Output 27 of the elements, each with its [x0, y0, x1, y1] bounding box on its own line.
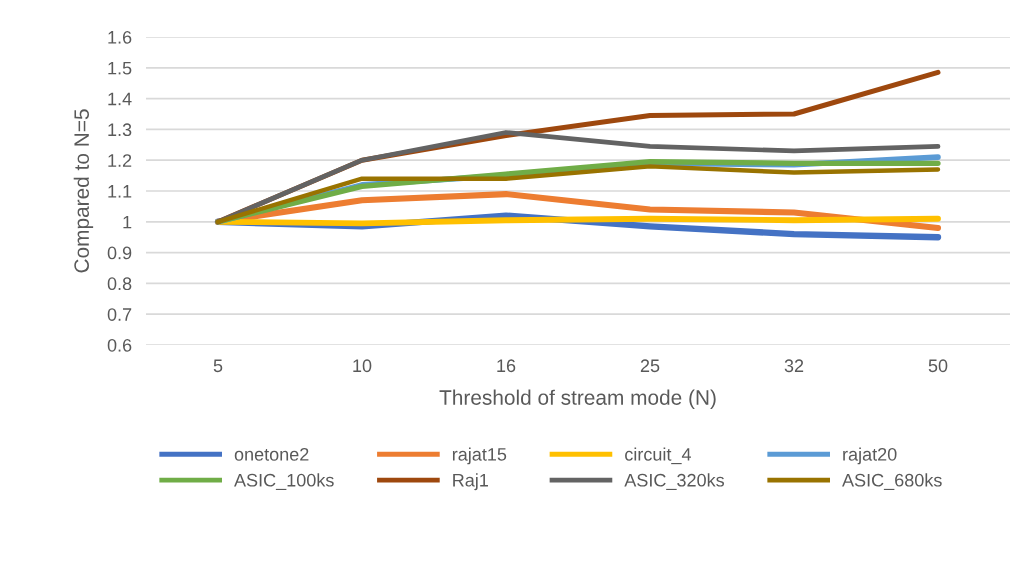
- x-tick-label: 25: [640, 359, 660, 373]
- legend-label: ASIC_320ks: [624, 473, 724, 491]
- x-tick-label: 50: [928, 359, 948, 373]
- x-tick-label: 32: [784, 359, 804, 373]
- legend-label: Raj1: [453, 473, 488, 491]
- y-tick-label: 0.8: [107, 277, 132, 291]
- y-tick-label: 1.3: [108, 123, 132, 137]
- legend-label: ASIC_680ks: [842, 473, 942, 491]
- y-tick-label: 0.6: [107, 338, 132, 352]
- legend-label: ASIC_100ks: [234, 473, 334, 491]
- legend-label: onetone2: [234, 447, 309, 461]
- y-tick-label: 1.5: [108, 61, 132, 75]
- x-axis-title: Threshold of stream mode (N): [439, 389, 716, 410]
- y-tick-label: 0.7: [107, 308, 132, 321]
- y-axis-title: Compared to N=5: [73, 109, 94, 273]
- legend-label: rajat15: [452, 447, 507, 465]
- x-tick-label: 10: [353, 359, 372, 373]
- x-tick-label: 16: [497, 359, 516, 373]
- y-tick-label: 1: [123, 215, 132, 229]
- y-tick-label: 1.1: [108, 185, 132, 198]
- y-tick-label: 1.4: [108, 92, 132, 106]
- y-tick-label: 1.6: [108, 30, 132, 44]
- legend-label: circuit_4: [625, 447, 691, 465]
- y-tick-label: 0.9: [107, 246, 132, 260]
- legend-label: rajat20: [843, 447, 897, 465]
- x-tick-label: 5: [213, 359, 223, 373]
- y-tick-label: 1.2: [108, 154, 132, 167]
